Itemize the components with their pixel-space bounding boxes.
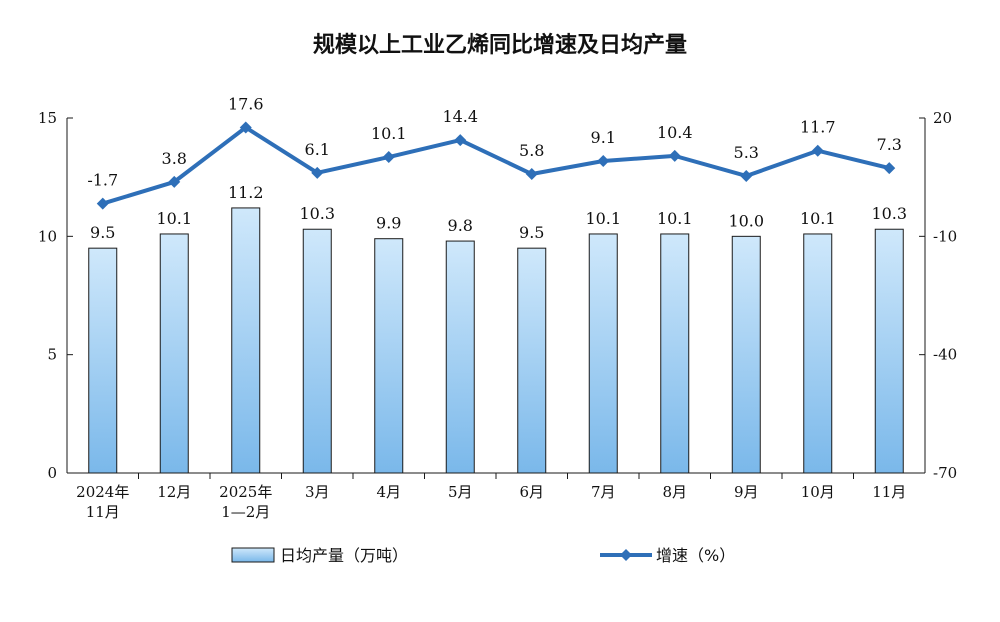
x-tick-label: 4月	[376, 483, 401, 501]
bar-value-label: 10.1	[156, 209, 192, 228]
legend-bar-swatch	[231, 547, 275, 563]
line-point	[883, 162, 896, 175]
bar	[731, 235, 761, 474]
line-value-label: 14.4	[442, 107, 478, 126]
legend-line-label: 增速（%）	[656, 546, 735, 565]
x-tick-label: 11月	[872, 483, 906, 501]
bar	[588, 233, 618, 474]
bar-value-label: 9.8	[448, 216, 473, 235]
bar-value-label: 9.5	[519, 223, 544, 242]
line-point	[311, 166, 324, 179]
x-tick-label: 10月	[801, 483, 835, 501]
line-series	[96, 121, 896, 210]
bar-value-label: 10.1	[585, 209, 621, 228]
line-point	[525, 168, 538, 181]
right-tick-label: -40	[933, 346, 957, 364]
line-value-label: 5.3	[734, 143, 759, 162]
bar-value-label: 10.0	[728, 211, 764, 230]
x-tick-label: 7月	[591, 483, 616, 501]
x-tick-label: 1—2月	[221, 503, 270, 521]
x-tick-label: 2025年	[219, 483, 272, 501]
bar-value-label: 10.1	[657, 209, 693, 228]
line-point	[454, 134, 467, 147]
bar	[445, 240, 475, 474]
line-point	[668, 149, 681, 162]
bar-value-label: 9.9	[376, 214, 401, 233]
line-value-label: -1.7	[87, 171, 118, 190]
x-tick-label: 9月	[734, 483, 759, 501]
growth-line	[102, 125, 890, 206]
bar-value-label: 10.1	[800, 209, 836, 228]
bar	[159, 233, 189, 474]
bar-value-label: 11.2	[228, 183, 264, 202]
bar	[302, 228, 332, 474]
line-point	[96, 197, 109, 210]
line-point	[811, 144, 824, 157]
axes: 0 5 10 15 -70 -40 -10 20 2024年 11月 12月 2025年 1—2月 3月 4…	[38, 109, 957, 521]
x-tick-label: 2024年	[76, 483, 129, 501]
x-tick-label: 3月	[305, 483, 330, 501]
x-tick-label: 12月	[157, 483, 191, 501]
bar	[874, 228, 904, 474]
x-tick-label: 11月	[86, 503, 120, 521]
line-value-label: 10.4	[657, 123, 693, 142]
line-point	[168, 175, 181, 188]
x-tick-label: 5月	[448, 483, 473, 501]
line-point	[239, 121, 252, 134]
line-value-label: 3.8	[162, 149, 187, 168]
line-value-label: 17.6	[228, 94, 264, 113]
line-value-label: 5.8	[519, 141, 544, 160]
x-tick-label: 6月	[519, 483, 544, 501]
legend: 日均产量（万吨） 增速（%）	[231, 546, 735, 565]
bar	[660, 233, 690, 474]
left-tick-label: 10	[38, 227, 57, 245]
line-value-label: 10.1	[371, 124, 407, 143]
line-point	[597, 154, 610, 167]
line-value-label: 6.1	[305, 140, 330, 159]
x-tick-label: 8月	[662, 483, 687, 501]
legend-bar-label: 日均产量（万吨）	[280, 546, 408, 565]
left-tick-label: 5	[47, 346, 57, 364]
legend-line-marker	[620, 549, 632, 561]
bar	[803, 233, 833, 474]
bar	[231, 207, 261, 474]
bar	[374, 238, 404, 474]
data-labels: 9.5 10.1 11.2 10.3 9.9 9.8 9.5 10.1 10.1 10.0 10.1…	[87, 94, 907, 242]
line-value-label: 7.3	[877, 135, 902, 154]
line-point	[382, 151, 395, 164]
left-tick-label: 15	[38, 109, 57, 127]
left-tick-label: 0	[47, 464, 57, 482]
bar-value-label: 10.3	[871, 204, 907, 223]
right-tick-label: -70	[933, 464, 957, 482]
line-value-label: 11.7	[800, 118, 836, 137]
line-point	[740, 169, 753, 182]
bar-series	[88, 207, 904, 474]
line-value-label: 9.1	[591, 128, 616, 147]
bar-value-label: 10.3	[299, 204, 335, 223]
bar-value-label: 9.5	[90, 223, 115, 242]
right-tick-label: 20	[933, 109, 952, 127]
bar	[88, 247, 118, 474]
chart-title: 规模以上工业乙烯同比增速及日均产量	[313, 32, 687, 58]
bar	[517, 247, 547, 474]
right-tick-label: -10	[933, 227, 957, 245]
